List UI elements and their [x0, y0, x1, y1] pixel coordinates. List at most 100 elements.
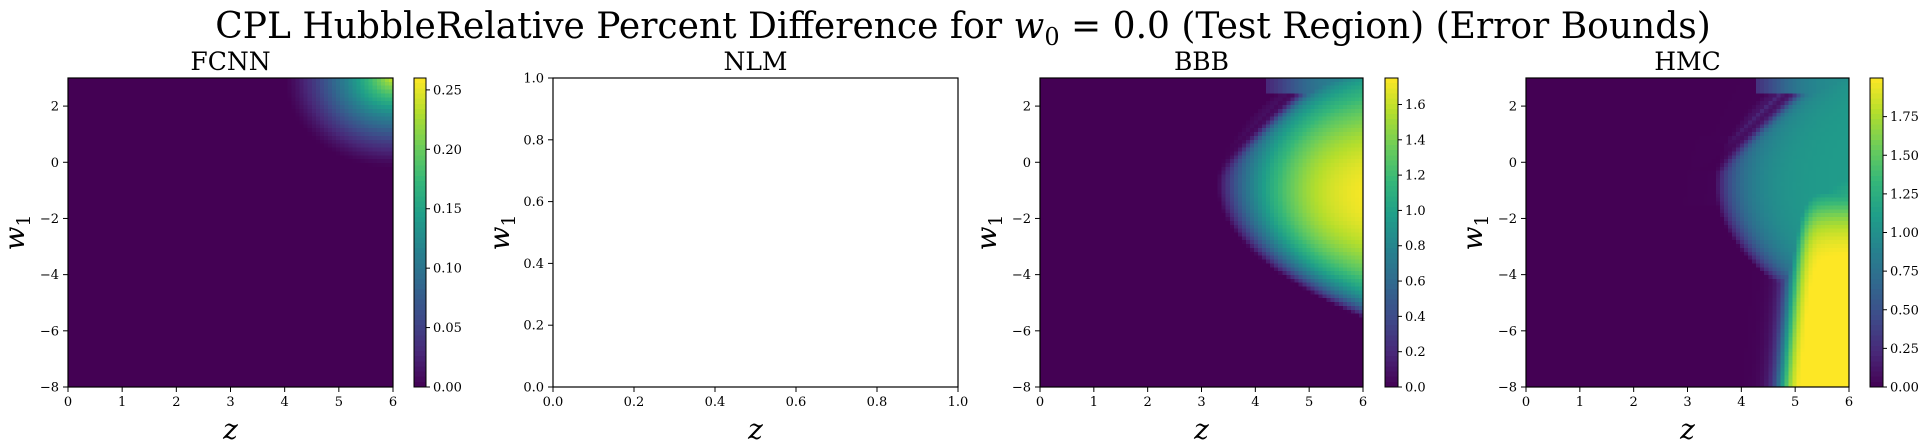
heatmap-cell: [316, 240, 321, 244]
heatmap-cell: [68, 155, 73, 159]
heatmap-cell: [287, 267, 292, 271]
heatmap-cell: [72, 244, 77, 248]
heatmap-cell: [279, 306, 284, 310]
heatmap-cell: [239, 171, 244, 175]
heatmap-cell: [76, 78, 81, 82]
heatmap-cell: [300, 221, 305, 225]
heatmap-cell: [239, 151, 244, 155]
heatmap-cell: [332, 298, 337, 302]
heatmap-cell: [267, 229, 272, 233]
heatmap-cell: [267, 256, 272, 260]
heatmap-cell: [222, 178, 227, 182]
heatmap-cell: [109, 82, 114, 86]
heatmap-cell: [194, 287, 199, 291]
heatmap-cell: [84, 244, 89, 248]
heatmap-cell: [235, 275, 240, 279]
heatmap-cell: [182, 151, 187, 155]
heatmap-cell: [316, 132, 321, 136]
heatmap-cell: [190, 163, 195, 167]
heatmap-cell: [186, 120, 191, 124]
heatmap-cell: [296, 290, 301, 294]
heatmap-cell: [178, 287, 183, 291]
heatmap-cell: [361, 209, 366, 213]
heatmap-cell: [275, 194, 280, 198]
heatmap-cell: [214, 182, 219, 186]
heatmap-cell: [304, 171, 309, 175]
heatmap-cell: [153, 109, 158, 113]
heatmap-cell: [222, 314, 227, 318]
heatmap-cell: [316, 113, 321, 117]
heatmap-cell: [235, 109, 240, 113]
heatmap-cell: [356, 240, 361, 244]
heatmap-cell: [129, 144, 134, 148]
heatmap-cell: [129, 271, 134, 275]
heatmap-cell: [133, 155, 138, 159]
heatmap-cell: [141, 279, 146, 283]
heatmap-cell: [324, 109, 329, 113]
heatmap-cell: [76, 140, 81, 144]
heatmap-cell: [275, 240, 280, 244]
heatmap-cell: [101, 163, 106, 167]
heatmap-cell: [316, 151, 321, 155]
heatmap-cell: [194, 93, 199, 97]
heatmap-cell: [239, 175, 244, 179]
heatmap-cell: [275, 236, 280, 240]
heatmap-cell: [137, 302, 142, 306]
heatmap-cell: [109, 182, 114, 186]
heatmap-cell: [121, 240, 126, 244]
heatmap-cell: [117, 287, 122, 291]
heatmap-cell: [105, 167, 110, 171]
heatmap-cell: [129, 298, 134, 302]
heatmap-cell: [206, 175, 211, 179]
heatmap-cell: [84, 194, 89, 198]
heatmap-cell: [365, 302, 370, 306]
heatmap-cell: [328, 314, 333, 318]
heatmap-cell: [105, 144, 110, 148]
heatmap-cell: [231, 132, 236, 136]
heatmap-cell: [275, 151, 280, 155]
heatmap-cell: [251, 233, 256, 237]
heatmap-cell: [125, 283, 130, 287]
heatmap-cell: [291, 298, 296, 302]
heatmap-cell: [206, 136, 211, 140]
heatmap-cell: [182, 171, 187, 175]
heatmap-cell: [210, 229, 215, 233]
heatmap-cell: [186, 190, 191, 194]
heatmap-cell: [275, 314, 280, 318]
heatmap-cell: [308, 148, 313, 152]
heatmap-cell: [206, 298, 211, 302]
heatmap-cell: [218, 144, 223, 148]
heatmap-cell: [316, 202, 321, 206]
heatmap-cell: [76, 178, 81, 182]
heatmap-cell: [300, 233, 305, 237]
heatmap-cell: [381, 163, 386, 167]
heatmap-cell: [243, 78, 248, 82]
heatmap-cell: [275, 229, 280, 233]
heatmap-cell: [381, 302, 386, 306]
heatmap-cell: [381, 171, 386, 175]
heatmap-cell: [361, 90, 366, 94]
heatmap-cell: [369, 283, 374, 287]
heatmap-cell: [348, 267, 353, 271]
heatmap-cell: [308, 314, 313, 318]
heatmap-cell: [259, 256, 264, 260]
heatmap-cell: [231, 287, 236, 291]
heatmap-cell: [279, 78, 284, 82]
heatmap-cell: [113, 294, 118, 298]
heatmap-cell: [198, 310, 203, 314]
heatmap-cell: [113, 163, 118, 167]
heatmap-cell: [161, 225, 166, 229]
heatmap-cell: [373, 256, 378, 260]
heatmap-cell: [271, 171, 276, 175]
heatmap-cell: [287, 283, 292, 287]
heatmap-cell: [291, 93, 296, 97]
heatmap-cell: [275, 186, 280, 190]
heatmap-cell: [291, 109, 296, 113]
heatmap-cell: [344, 279, 349, 283]
heatmap-cell: [263, 105, 268, 109]
heatmap-cell: [352, 256, 357, 260]
heatmap-cell: [117, 78, 122, 82]
heatmap-cell: [96, 290, 101, 294]
heatmap-cell: [117, 97, 122, 101]
heatmap-cell: [137, 298, 142, 302]
